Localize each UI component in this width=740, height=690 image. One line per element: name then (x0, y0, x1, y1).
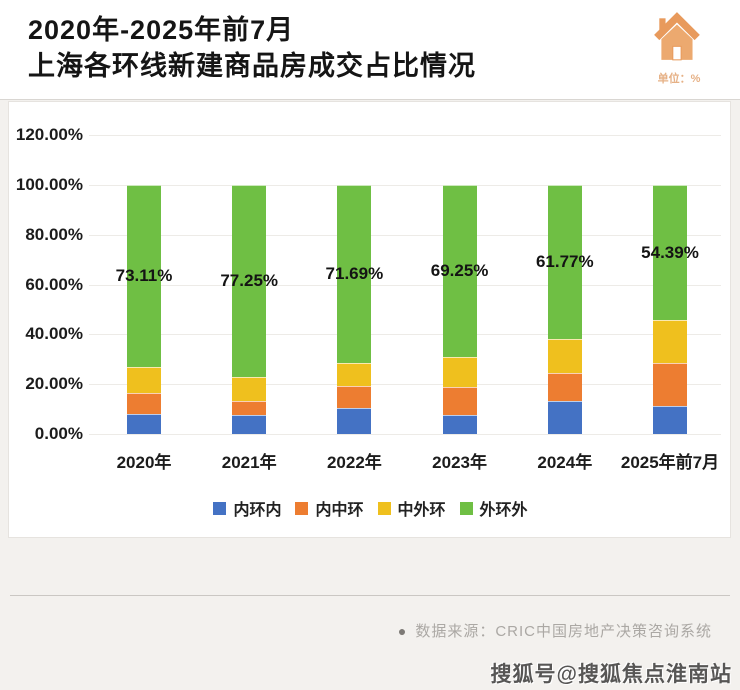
bar-value-label: 71.69% (325, 264, 384, 284)
gridline (89, 284, 721, 286)
bar-segment-内环内[interactable] (653, 405, 687, 434)
watermark: 搜狐号@搜狐焦点淮南站 (490, 663, 732, 686)
bar-segment-外环外[interactable] (232, 184, 267, 378)
header: 2020年-2025年前7月 上海各环线新建商品房成交占比情况 单位：% (0, 0, 740, 100)
y-axis-tick: 100.00% (15, 174, 83, 194)
legend-swatch-icon (377, 501, 391, 515)
legend-item-中外环[interactable]: 中外环 (377, 496, 446, 520)
bar-segment-内中环[interactable] (442, 386, 477, 416)
house-icon (650, 10, 706, 88)
bar-value-label: 69.25% (430, 261, 489, 281)
y-axis-tick: 60.00% (25, 274, 83, 294)
bar-segment-内环内[interactable] (547, 400, 582, 434)
gridline (89, 184, 721, 186)
bar-value-label: 54.39% (641, 242, 699, 262)
legend-swatch-icon (459, 501, 473, 515)
legend-item-内中环[interactable]: 内中环 (295, 496, 364, 520)
bar-segment-内中环[interactable] (232, 400, 267, 416)
bar-segment-中外环[interactable] (337, 363, 372, 386)
bar-segment-内环内[interactable] (337, 407, 372, 434)
y-axis-tick: 120.00% (15, 125, 83, 144)
bar-segment-中外环[interactable] (442, 357, 477, 387)
bar-segment-内中环[interactable] (547, 373, 582, 401)
data-source: ● 数据来源：CRIC中国房地产决策咨询系统 (398, 620, 712, 641)
bar-segment-外环外[interactable] (547, 184, 582, 339)
y-axis-tick: 80.00% (25, 224, 83, 244)
legend-label: 外环外 (479, 502, 528, 519)
bar-segment-中外环[interactable] (232, 377, 267, 401)
x-axis-label: 2021年 (221, 453, 277, 472)
bar-segment-外环外[interactable] (653, 184, 687, 321)
gridline (89, 434, 721, 435)
bar-segment-内中环[interactable] (653, 363, 687, 406)
bar-segment-内中环[interactable] (337, 385, 372, 408)
gridline (89, 334, 721, 336)
x-axis-label: 2020年 (116, 453, 172, 472)
gridline (89, 384, 721, 386)
legend-item-外环外[interactable]: 外环外 (459, 496, 528, 520)
bar-segment-中外环[interactable] (127, 366, 161, 393)
bar-value-label: 61.77% (535, 251, 594, 271)
bar-segment-外环外[interactable] (442, 184, 477, 358)
bullet-icon: ● (397, 623, 408, 639)
legend-label: 内环内 (233, 502, 282, 519)
gridline (89, 135, 721, 136)
title-line-2: 上海各环线新建商品房成交占比情况 (28, 51, 476, 81)
bar-segment-内环内[interactable] (127, 413, 161, 434)
legend-item-内环内[interactable]: 内环内 (213, 496, 281, 520)
legend-swatch-icon (213, 501, 227, 515)
title-line-1: 2020年-2025年前7月 (28, 15, 295, 45)
bar-segment-内中环[interactable] (127, 392, 161, 414)
legend-label: 中外环 (397, 502, 446, 519)
chart-panel: 120.00% 100.00% 80.00% 60.00% 40.00% 20.00% 0.… (8, 101, 731, 538)
y-axis-tick: 40.00% (25, 324, 83, 344)
bar-segment-内环内[interactable] (442, 415, 477, 434)
y-axis-tick: 0.00% (34, 424, 83, 443)
legend-label: 内中环 (315, 502, 364, 519)
x-axis-label: 2024年 (537, 453, 593, 472)
bar-segment-内环内[interactable] (232, 415, 267, 434)
bar-value-label: 73.11% (115, 265, 173, 285)
x-axis-label: 2023年 (432, 453, 488, 472)
data-source-text: 数据来源：CRIC中国房地产决策咨询系统 (415, 623, 712, 640)
unit-label: 单位：% (657, 73, 701, 85)
bar-segment-中外环[interactable] (653, 320, 687, 364)
page-title: 2020年-2025年前7月 上海各环线新建商品房成交占比情况 (28, 12, 476, 84)
x-axis-label: 2022年 (326, 453, 382, 472)
x-axis-label: 2025年前7月 (620, 453, 720, 472)
bar-value-label: 77.25% (220, 271, 279, 291)
legend-swatch-icon (295, 501, 309, 515)
bar-segment-外环外[interactable] (337, 184, 372, 364)
bar-segment-中外环[interactable] (547, 338, 582, 374)
legend: 内环内 内中环 中外环 外环外 (9, 496, 732, 520)
bar-segment-外环外[interactable] (127, 184, 161, 367)
gridline (89, 234, 721, 236)
footer-divider (10, 595, 730, 596)
y-axis-tick: 20.00% (25, 374, 83, 394)
